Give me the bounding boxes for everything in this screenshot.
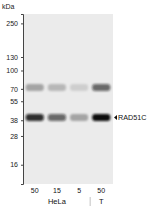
band — [48, 84, 66, 91]
band — [92, 84, 110, 91]
group-divider — [90, 197, 91, 206]
tick-label: 100 — [6, 67, 18, 74]
bands — [26, 84, 111, 121]
blot-figure: 250 130 100 70 55 38 28 16 kDa RAD51C 50 15 5 50 HeLa T — [0, 0, 150, 209]
tick-mark — [21, 165, 23, 166]
band — [92, 114, 110, 121]
lane-label: 50 — [31, 187, 39, 194]
tick: 70 — [10, 86, 23, 93]
tick-label: 55 — [10, 98, 18, 105]
band-arrow — [114, 115, 117, 120]
band — [26, 114, 44, 121]
tick-label: 130 — [6, 54, 18, 61]
tick-mark — [21, 136, 23, 137]
membrane — [23, 14, 113, 184]
sample-label: HeLa — [48, 197, 67, 206]
tick-label: 16 — [10, 161, 18, 168]
tick-label: 70 — [10, 86, 18, 93]
tick-mark — [21, 70, 23, 71]
band-label: RAD51C — [118, 113, 146, 122]
lane-label: 15 — [53, 187, 61, 194]
lane-label: 50 — [97, 187, 105, 194]
band — [70, 114, 88, 121]
axis-line — [21, 15, 24, 185]
tick-label: 250 — [6, 20, 18, 27]
y-axis: 250 130 100 70 55 38 28 16 — [6, 15, 23, 185]
band — [70, 84, 88, 91]
tick-mark — [21, 23, 23, 24]
band — [48, 114, 66, 121]
lane-label: 5 — [77, 187, 81, 194]
sample-label: T — [99, 197, 104, 206]
axis-label: kDa — [2, 3, 15, 10]
tick-mark — [21, 89, 23, 90]
tick: 55 — [10, 98, 23, 105]
band — [26, 84, 44, 91]
tick-label: 38 — [10, 117, 18, 124]
tick-mark — [21, 120, 23, 121]
tick: 38 — [10, 117, 23, 124]
tick-mark — [21, 101, 23, 102]
tick: 100 — [6, 67, 23, 74]
tick: 28 — [10, 133, 23, 140]
tick-label: 28 — [10, 133, 18, 140]
tick: 16 — [10, 161, 23, 168]
tick-mark — [21, 57, 23, 58]
tick: 130 — [6, 54, 23, 61]
tick: 250 — [6, 20, 23, 27]
